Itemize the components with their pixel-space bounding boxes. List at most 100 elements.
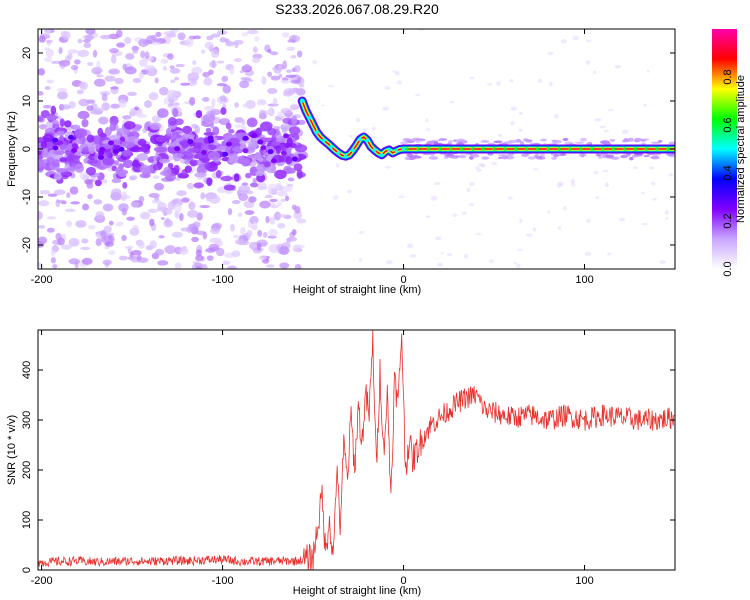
noise-blob [358, 257, 363, 262]
band-blob [564, 141, 574, 145]
noise-blob [270, 51, 279, 56]
noise-blob [76, 89, 84, 95]
noise-blob [664, 217, 669, 220]
noise-blob [181, 197, 190, 203]
noise-blob [206, 35, 214, 41]
noise-blob [148, 92, 159, 101]
noise-blob [167, 53, 174, 60]
band-blob [448, 139, 453, 144]
noise-blob [265, 215, 270, 224]
band-blob [98, 116, 109, 125]
noise-blob [425, 118, 429, 123]
noise-blob [244, 210, 255, 216]
band-blob [444, 156, 449, 160]
noise-blob [560, 39, 567, 44]
noise-blob [227, 208, 233, 216]
noise-blob [118, 99, 127, 108]
band-blob [438, 138, 448, 141]
noise-blob [139, 211, 151, 220]
band-blob [86, 159, 99, 164]
bright-spot [291, 156, 298, 162]
bright-spot [98, 154, 105, 160]
noise-blob [533, 168, 539, 171]
noise-blob [249, 216, 259, 225]
band-blob [56, 130, 66, 136]
spectrogram-y-tick-label: -10 [21, 189, 33, 205]
noise-blob [38, 211, 43, 220]
ridge-point [343, 154, 348, 158]
noise-blob [259, 109, 266, 118]
ridge-dot [470, 147, 474, 151]
noise-blob [179, 212, 184, 222]
noise-blob [38, 236, 48, 245]
bright-spot [99, 146, 106, 152]
noise-blob [277, 201, 282, 207]
noise-blob [68, 238, 80, 247]
noise-blob [430, 195, 438, 201]
noise-blob [244, 78, 254, 83]
noise-blob [371, 126, 376, 131]
band-blob [167, 162, 174, 169]
noise-blob [216, 247, 225, 257]
noise-blob [526, 233, 533, 237]
noise-blob [463, 254, 469, 259]
band-blob [651, 141, 661, 144]
spectrogram-y-ticks: -20 -10 0 10 20 [21, 47, 675, 253]
noise-blob [131, 45, 139, 52]
noise-blob [363, 128, 367, 133]
noise-blob [278, 63, 283, 73]
noise-blob [163, 31, 176, 36]
noise-blob [162, 66, 168, 71]
noise-blob [557, 183, 562, 189]
band-blob [184, 165, 193, 173]
noise-blob [517, 248, 523, 252]
band-blob [180, 151, 193, 160]
noise-blob [287, 185, 293, 192]
band-blob [627, 137, 634, 142]
noise-blob [513, 262, 518, 265]
band-blob [126, 136, 140, 143]
noise-blob [132, 78, 142, 83]
noise-blob [187, 209, 199, 218]
noise-blob [446, 253, 453, 257]
noise-blob [124, 66, 137, 75]
noise-blob [270, 75, 281, 81]
band-blob [289, 126, 301, 135]
spectrogram-x-tick-label: 0 [400, 274, 406, 286]
noise-blob [475, 233, 482, 236]
noise-blob [358, 230, 364, 234]
noise-blob [239, 80, 250, 89]
band-blob [123, 120, 136, 130]
noise-blob [249, 241, 260, 251]
noise-blob [200, 192, 206, 200]
ridge-point [372, 148, 377, 152]
noise-blob [252, 221, 258, 229]
noise-blob [258, 254, 268, 261]
noise-blob [272, 97, 278, 107]
band-blob [207, 151, 221, 161]
band-blob [38, 159, 46, 168]
band-blob [158, 158, 171, 164]
noise-blob [563, 205, 567, 211]
band-blob [220, 175, 233, 182]
noise-blob [164, 217, 171, 225]
bright-spot [260, 145, 267, 151]
band-blob [131, 127, 141, 132]
noise-blob [38, 224, 46, 229]
noise-blob [110, 103, 120, 109]
band-blob [605, 154, 615, 158]
noise-blob [434, 236, 442, 241]
band-blob [459, 156, 467, 159]
noise-blob [241, 32, 249, 37]
band-blob [296, 169, 303, 179]
band-blob [580, 137, 587, 142]
band-blob [527, 156, 537, 160]
spectrogram-y-tick-label: 0 [21, 146, 33, 152]
ridge-dot [459, 147, 463, 151]
snr-series-line [38, 330, 675, 570]
band-blob [153, 146, 167, 153]
noise-blob [83, 42, 92, 49]
band-blob [538, 155, 543, 159]
band-blob [136, 153, 149, 162]
noise-blob [227, 265, 237, 269]
